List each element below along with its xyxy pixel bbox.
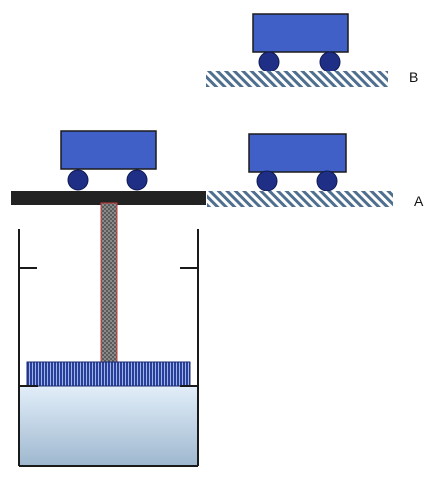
hydraulic-fluid [20,385,197,465]
cart-on-lift [60,130,157,191]
level-a-label: A [414,193,424,209]
ground-b-hatched [206,71,388,87]
wheel-icon [258,51,280,73]
cart-b [252,13,349,73]
cart-a [248,133,347,192]
wheel-icon [126,169,148,191]
lift-platform [11,191,206,205]
cart-body [60,130,157,170]
cylinder-container [18,229,199,467]
piston-rod [100,202,118,364]
piston-head [26,361,191,387]
cart-body [252,13,349,53]
wheel-icon [316,170,338,192]
wheel-icon [256,170,278,192]
wheel-icon [67,169,89,191]
level-b-label: B [409,69,418,85]
cart-body [248,133,347,173]
wheel-icon [319,51,341,73]
ground-a-hatched [207,191,393,207]
